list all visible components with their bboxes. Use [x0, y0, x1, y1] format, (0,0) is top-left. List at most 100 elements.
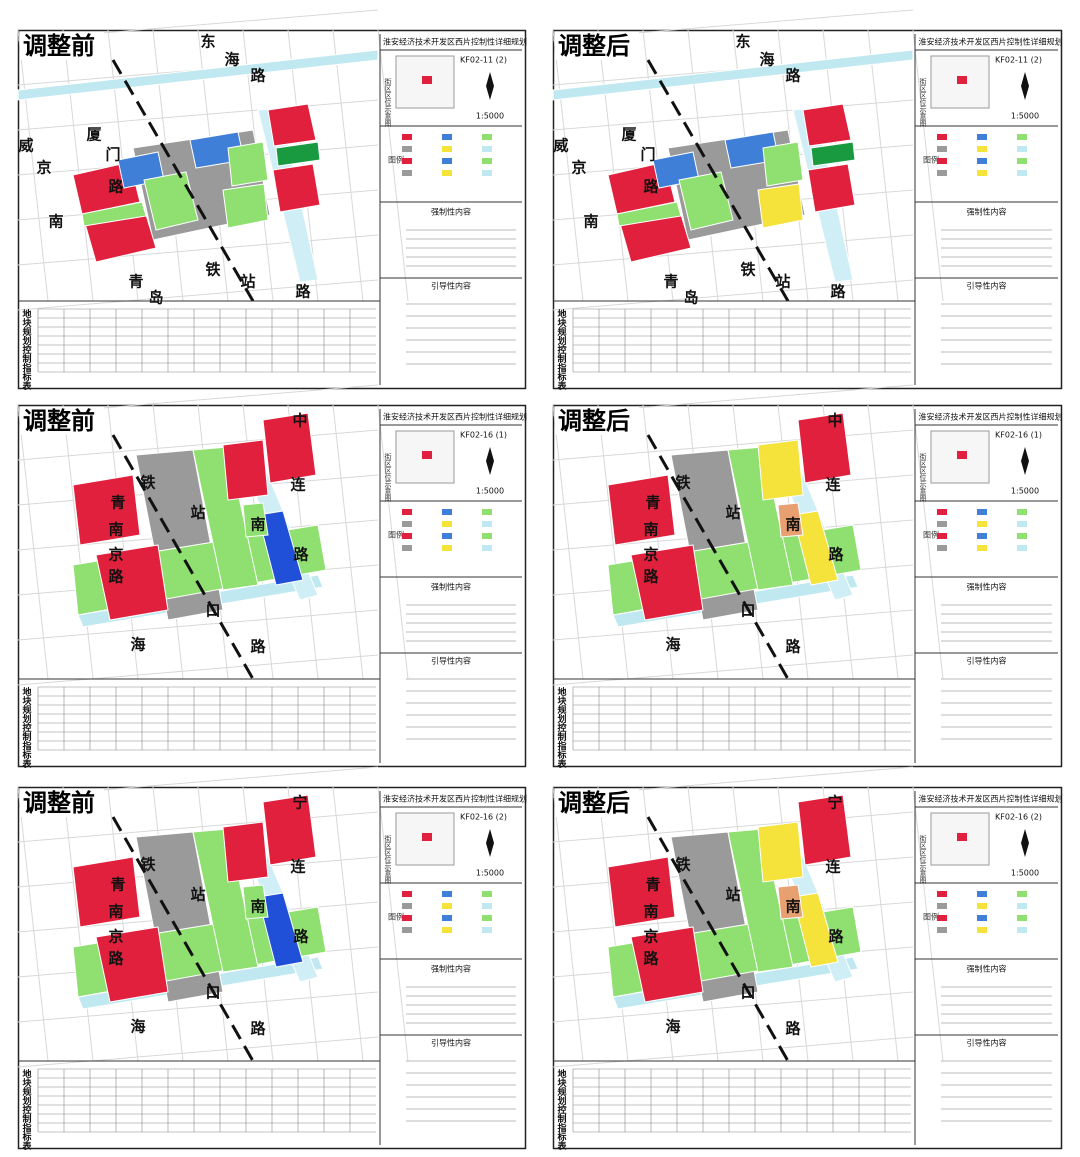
legend-swatch — [1017, 891, 1027, 897]
legend-swatch — [977, 509, 987, 515]
road-label: 铁 — [140, 856, 155, 874]
table-caption: 地块规划控制指标表 — [556, 1068, 568, 1151]
legend-swatch — [977, 891, 987, 897]
road-line — [552, 99, 914, 131]
road-line — [552, 609, 914, 641]
land-parcel — [272, 163, 321, 213]
legend-swatch — [482, 509, 492, 515]
road-label: 京 — [643, 546, 658, 564]
road-label: 路 — [108, 568, 124, 586]
legend-swatch — [482, 903, 492, 909]
legend-swatch — [402, 509, 412, 515]
road-label: 南 — [48, 213, 63, 231]
legend-swatch — [442, 533, 452, 539]
land-parcel — [616, 201, 682, 227]
legend-swatch — [1017, 903, 1027, 909]
road-line — [332, 404, 364, 680]
land-parcel — [727, 828, 794, 973]
road-label: 路 — [295, 283, 311, 301]
road-label: 岛 — [683, 289, 698, 307]
road-line — [17, 429, 379, 461]
legend-swatch — [977, 134, 987, 140]
land-parcel — [72, 856, 141, 928]
legend-swatch — [937, 134, 947, 140]
road-label: 路 — [293, 928, 309, 946]
guidance-heading: 引导性内容 — [967, 1038, 1007, 1048]
land-parcel — [630, 544, 704, 621]
legend-swatch — [1017, 927, 1027, 933]
land-parcel — [797, 412, 852, 484]
road-label: 铁 — [675, 856, 690, 874]
road-label: 路 — [643, 178, 659, 196]
block-code: KF02-16 (1) — [460, 431, 507, 440]
road-label: 青 — [128, 273, 143, 291]
scale: 1:5000 — [1011, 487, 1039, 496]
mandatory-heading: 强制性内容 — [967, 207, 1007, 217]
road-label: 京 — [108, 928, 123, 946]
road-label: 站 — [190, 504, 205, 522]
road-line — [912, 786, 944, 1062]
road-line — [17, 811, 379, 843]
road-label: 东 — [735, 33, 750, 51]
land-parcel — [792, 510, 839, 586]
legend-caption: 图例 — [923, 912, 939, 922]
road-line — [597, 29, 629, 302]
label-bg — [555, 407, 639, 435]
mandatory-heading: 强制性内容 — [431, 207, 471, 217]
road-label: 南 — [785, 898, 800, 916]
road-label: 站 — [725, 886, 740, 904]
road-line — [62, 29, 94, 302]
road-label: 海 — [130, 1018, 145, 1036]
land-parcel — [257, 510, 304, 586]
legend-swatch — [442, 927, 452, 933]
road-label: 南 — [643, 903, 658, 921]
legend-swatch — [442, 903, 452, 909]
legend-swatch — [937, 927, 947, 933]
road-label: 路 — [108, 950, 124, 968]
road-label: 东 — [200, 33, 215, 51]
road-label: 路 — [643, 568, 659, 586]
panel-label: 调整后 — [558, 407, 630, 435]
plan-title: 淮安经济技术开发区西片控制性详细规划 — [383, 794, 527, 804]
road-line — [107, 786, 139, 1062]
road-line — [552, 29, 584, 302]
legend-swatch — [937, 521, 947, 527]
road-label: 路 — [785, 638, 801, 656]
road-label: 铁 — [140, 474, 155, 492]
legend-swatch — [402, 134, 412, 140]
land-parcel — [242, 884, 269, 920]
land-parcel — [802, 103, 852, 147]
legend-swatch — [402, 146, 412, 152]
plan-title: 淮安经济技术开发区西片控制性详细规划 — [919, 37, 1063, 47]
road-label: 路 — [785, 1020, 801, 1038]
road-label: 海 — [130, 636, 145, 654]
land-parcel — [630, 926, 704, 1003]
road-line — [597, 786, 629, 1062]
road-line — [552, 234, 914, 266]
road-label: 站 — [725, 504, 740, 522]
legend-caption: 图例 — [388, 530, 404, 540]
land-parcel — [678, 171, 734, 231]
legend-swatch — [1017, 915, 1027, 921]
block-code: KF02-11 (2) — [995, 56, 1042, 65]
table-caption: 地块规划控制指标表 — [21, 686, 33, 769]
road-label: 路 — [250, 67, 266, 85]
legend-swatch — [977, 146, 987, 152]
road-label: 口 — [740, 602, 755, 620]
legend-swatch — [1017, 170, 1027, 176]
land-parcel — [72, 474, 141, 546]
road-line — [377, 786, 409, 1062]
land-parcel — [242, 502, 269, 538]
mandatory-heading: 强制性内容 — [431, 582, 471, 592]
guidance-heading: 引导性内容 — [967, 281, 1007, 291]
plan-title: 淮安经济技术开发区西片控制性详细规划 — [919, 794, 1063, 804]
road-line — [377, 404, 409, 680]
legend-swatch — [1017, 509, 1027, 515]
land-parcel — [222, 183, 269, 229]
legend-caption: 图例 — [923, 530, 939, 540]
road-line — [17, 99, 379, 131]
road-label: 路 — [828, 546, 844, 564]
land-parcel — [192, 446, 259, 591]
